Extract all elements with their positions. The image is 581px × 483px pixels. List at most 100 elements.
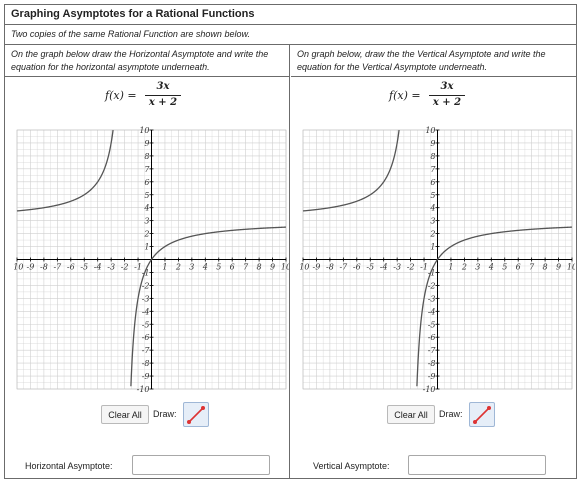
horizontal-asymptote-input[interactable]: [132, 455, 270, 475]
y-tick-label: 6: [430, 178, 435, 187]
x-tick-label: -2: [407, 263, 415, 272]
y-tick-label: -10: [137, 385, 150, 394]
answer-label: Vertical Asymptote:: [313, 461, 390, 471]
y-tick-label: -5: [428, 320, 436, 329]
x-tick-label: -6: [353, 263, 361, 272]
clear-all-button[interactable]: Clear All: [387, 405, 435, 424]
x-tick-label: -5: [366, 263, 374, 272]
vertical-asymptote-answer: Vertical Asymptote:: [313, 455, 573, 477]
function-denominator: x + 2: [148, 97, 178, 108]
x-tick-label: 3: [475, 263, 480, 272]
y-tick-label: -5: [142, 320, 150, 329]
y-tick-label: -3: [428, 294, 436, 303]
y-tick-label: 4: [429, 204, 435, 213]
function-numerator: 3x: [156, 81, 170, 92]
y-tick-label: 6: [144, 178, 149, 187]
y-tick-label: -7: [142, 346, 151, 355]
y-tick-label: -2: [142, 281, 150, 290]
x-tick-label: -4: [380, 263, 388, 272]
curve-left-branch: [302, 129, 400, 212]
draw-label: Draw:: [439, 409, 463, 419]
vertical-asymptote-panel: On graph below, draw the the Vertical As…: [291, 45, 576, 478]
y-tick-label: -4: [428, 307, 436, 316]
x-tick-label: 6: [516, 263, 521, 272]
x-tick-label: 9: [270, 263, 275, 272]
clear-all-button[interactable]: Clear All: [101, 405, 149, 424]
curve-right-branch: [416, 226, 573, 387]
y-tick-label: 8: [430, 152, 435, 161]
x-tick-label: 8: [257, 263, 262, 272]
y-tick-label: 8: [144, 152, 149, 161]
y-tick-label: -6: [142, 333, 150, 342]
function-numerator: 3x: [440, 81, 454, 92]
y-tick-label: -9: [428, 372, 436, 381]
y-tick-label: 4: [143, 204, 149, 213]
y-tick-label: -2: [428, 281, 436, 290]
x-tick-label: -9: [27, 263, 35, 272]
y-tick-label: 2: [143, 230, 149, 239]
y-tick-label: 10: [139, 126, 149, 135]
line-draw-icon[interactable]: [183, 402, 209, 427]
answer-label: Horizontal Asymptote:: [25, 461, 113, 471]
horizontal-asymptote-answer: Horizontal Asymptote:: [25, 455, 285, 477]
function-formula: f(x) = 3x x + 2: [105, 81, 195, 111]
draw-label: Draw:: [153, 409, 177, 419]
y-tick-label: 9: [144, 139, 149, 148]
line-draw-icon[interactable]: [469, 402, 495, 427]
worksheet-subtitle: Two copies of the same Rational Function…: [5, 25, 576, 45]
curve-left-branch: [16, 129, 114, 212]
y-tick-label: -10: [423, 385, 436, 394]
panel-instruction: On the graph below draw the Horizontal A…: [5, 45, 289, 77]
x-tick-label: 7: [529, 263, 535, 272]
x-tick-label: 9: [556, 263, 561, 272]
y-tick-label: -1: [142, 268, 150, 277]
x-tick-label: -10: [300, 263, 309, 272]
y-tick-label: -8: [142, 359, 150, 368]
fraction-bar: [145, 95, 181, 96]
x-tick-label: 2: [175, 263, 181, 272]
x-tick-label: -4: [94, 263, 102, 272]
function-fraction: 3x x + 2: [429, 81, 465, 110]
x-tick-label: -5: [80, 263, 88, 272]
graph-controls: Clear All Draw:: [101, 402, 213, 428]
y-tick-label: -7: [428, 346, 437, 355]
horizontal-asymptote-panel: On the graph below draw the Horizontal A…: [5, 45, 290, 478]
y-tick-label: 1: [430, 243, 435, 252]
y-tick-label: 7: [144, 165, 150, 174]
x-tick-label: -6: [67, 263, 75, 272]
y-tick-label: -8: [428, 359, 436, 368]
x-tick-label: 8: [543, 263, 548, 272]
y-tick-label: -6: [428, 333, 436, 342]
x-tick-label: 5: [502, 263, 507, 272]
y-tick-label: 5: [144, 191, 149, 200]
x-tick-label: -3: [393, 263, 401, 272]
y-tick-label: -4: [142, 307, 150, 316]
y-tick-label: 2: [429, 230, 435, 239]
curve-right-branch: [130, 226, 287, 387]
coordinate-graph[interactable]: -10-9-8-7-6-5-4-3-2-11234567891010987654…: [14, 124, 289, 394]
function-lhs: f(x) =: [105, 89, 137, 102]
x-tick-label: 6: [230, 263, 235, 272]
y-tick-label: -3: [142, 294, 150, 303]
x-tick-label: 4: [202, 263, 208, 272]
x-tick-label: -7: [339, 263, 348, 272]
x-tick-label: -1: [420, 263, 428, 272]
y-tick-label: 1: [144, 243, 149, 252]
y-tick-label: 3: [430, 217, 435, 226]
function-formula: f(x) = 3x x + 2: [389, 81, 479, 111]
x-tick-label: 2: [461, 263, 467, 272]
function-lhs: f(x) =: [389, 89, 421, 102]
y-tick-label: 7: [430, 165, 436, 174]
x-tick-label: 1: [162, 263, 167, 272]
worksheet-title: Graphing Asymptotes for a Rational Funct…: [5, 5, 576, 25]
x-tick-label: 1: [448, 263, 453, 272]
y-tick-label: 9: [430, 139, 435, 148]
x-tick-label: 7: [243, 263, 249, 272]
panel-instruction: On graph below, draw the the Vertical As…: [291, 45, 576, 77]
x-tick-label: -7: [53, 263, 62, 272]
function-denominator: x + 2: [432, 97, 462, 108]
graph-controls: Clear All Draw:: [387, 402, 499, 428]
y-tick-label: 10: [425, 126, 435, 135]
coordinate-graph[interactable]: -10-9-8-7-6-5-4-3-2-11234567891010987654…: [300, 124, 575, 394]
vertical-asymptote-input[interactable]: [408, 455, 546, 475]
